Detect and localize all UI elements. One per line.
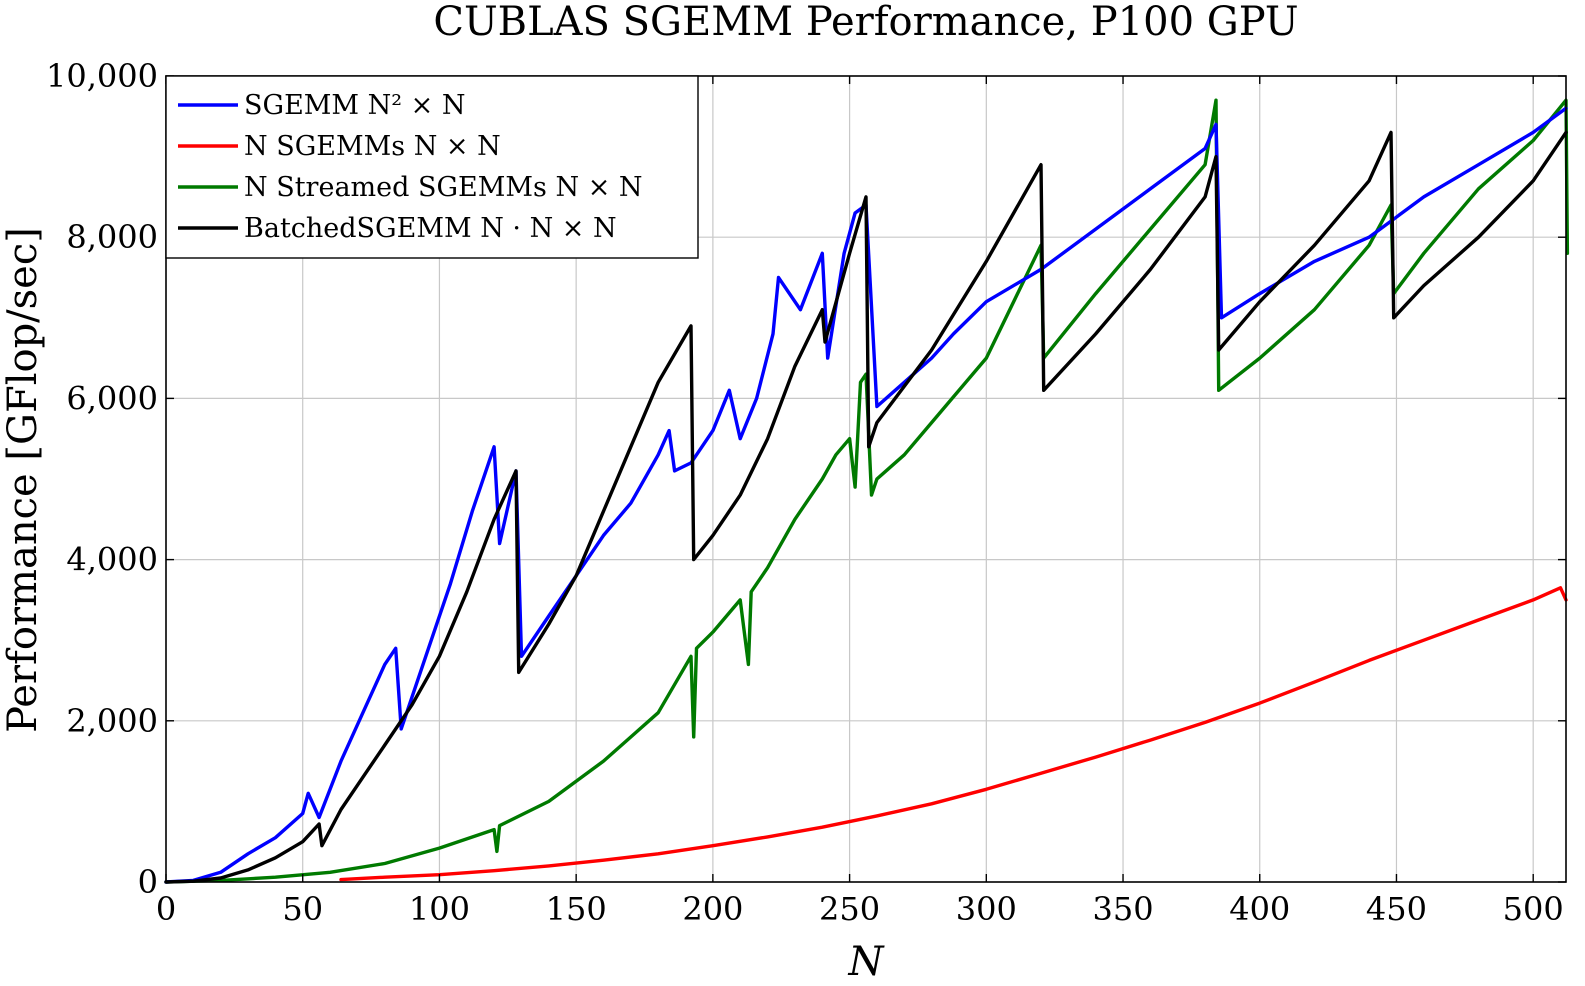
y-axis-label: Performance [GFlop/sec] [0,227,46,733]
legend-label: SGEMM N² × N [244,90,466,121]
x-tick-label: 0 [156,890,176,928]
legend-label: N SGEMMs N × N [244,131,501,162]
x-tick-label: 200 [682,890,743,928]
legend-label: N Streamed SGEMMs N × N [244,172,643,203]
x-tick-label: 400 [1229,890,1290,928]
legend: SGEMM N² × N N SGEMMs N × N N Streamed SGE… [165,75,699,259]
y-tick-label: 4,000 [66,541,158,579]
x-tick-label: 450 [1366,890,1427,928]
series-line [339,586,1568,882]
legend-label: BatchedSGEMM N · N × N [244,213,617,244]
x-tick-label: 50 [282,890,323,928]
y-tick-label: 0 [138,863,158,901]
x-tick-label: 100 [409,890,470,928]
plot-frame [165,75,1567,883]
x-tick-label: 250 [819,890,880,928]
x-tick-label: 150 [546,890,607,928]
y-tick-label: 2,000 [66,702,158,740]
chart-title: CUBLAS SGEMM Performance, P100 GPU [433,0,1298,45]
series-line [164,98,1570,884]
series-line [164,106,1568,884]
legend-box [165,75,699,259]
x-tick-labels: 0 50 100 150 200 250 300 350 400 450 500 [156,890,1564,928]
series-line [164,130,1568,884]
y-tick-labels: 0 2,000 4,000 6,000 8,000 10,000 [46,57,158,901]
y-tick-label: 10,000 [46,57,158,95]
series-group [164,98,1570,884]
x-tick-label: 500 [1503,890,1564,928]
y-tick-label: 8,000 [66,218,158,256]
x-axis-label: N [848,939,886,985]
x-tick-label: 300 [956,890,1017,928]
y-tick-label: 6,000 [66,379,158,417]
axis-ticks [165,75,1566,883]
x-tick-label: 350 [1092,890,1153,928]
